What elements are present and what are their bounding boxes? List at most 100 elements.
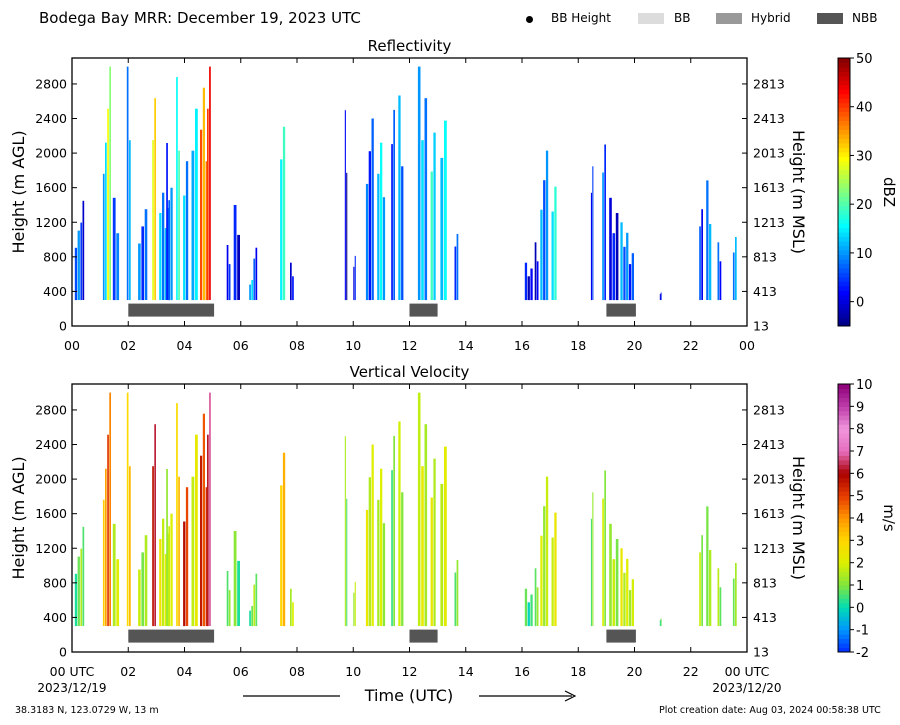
colorbar-segment [838,437,850,443]
colorbar-segment [838,643,850,649]
colorbar-segment [838,290,850,296]
colorbar-segment [838,598,850,604]
y-tick-label-right: 2413 [753,111,785,126]
echo-streak [430,497,433,627]
y-tick-label: 800 [43,249,67,264]
colorbar-segment [838,491,850,497]
echo-streak [732,578,735,626]
colorbar-segment [838,250,850,256]
colorbar-segment [838,500,850,506]
x-tick-label: 00 UTC [50,664,95,679]
colorbar-segment [838,459,850,465]
colorbar-tick-label: -2 [856,646,869,661]
y-tick-label: 0 [59,319,67,334]
echo-streak [109,66,111,300]
legend-label: NBB [852,11,878,25]
echo-streak [456,560,459,626]
colorbar-segment [838,142,850,148]
start-date-label: 2023/12/19 [37,681,106,695]
colorbar-segment [838,62,850,68]
colorbar-segment [838,245,850,251]
echo-streak [612,559,616,627]
echo-streak [185,161,189,300]
echo-streak [554,186,557,300]
y-tick-label-right: 413 [753,284,777,299]
echo-streak [620,222,623,301]
y-tick-label-right: 2813 [753,76,785,91]
bb-period-bar [409,303,438,317]
echo-streak [421,140,424,301]
echo-streak [107,434,109,627]
echo-streak [398,95,401,300]
echo-streak [592,492,594,626]
colorbar-segment [838,567,850,573]
echo-streak [346,172,348,301]
echo-streak [116,233,120,301]
echo-streak [626,558,629,627]
y-tick-label: 2000 [35,472,67,487]
colorbar-segment [838,451,850,456]
y-axis-label: Height (m AGL) [9,130,28,253]
colorbar-segment [838,415,850,421]
y-tick-label: 800 [43,575,67,590]
colorbar-segment [838,133,850,139]
echo-streak [602,498,604,627]
echo-streak [166,469,168,626]
echo-streak [200,129,203,301]
echo-streak [102,499,105,626]
colorbar-segment [838,75,850,81]
echo-streak [628,590,632,627]
echo-streak [424,424,428,627]
echo-streak [82,200,85,300]
colorbar-segment [838,616,850,622]
colorbar-tick-label: 7 [856,445,864,460]
echo-streak [74,247,78,301]
y-tick-label: 2800 [35,76,67,91]
echo-streak [417,66,421,300]
echo-streak [706,506,709,626]
legend-label: Hybrid [751,11,791,25]
echo-streak [660,618,662,627]
colorbar-segment [838,410,850,416]
colorbar-segment [838,312,850,318]
echo-streak [527,276,530,301]
echo-streak [154,424,156,627]
colorbar-segment [838,192,850,197]
y-tick-label-right: 13 [753,319,769,334]
colorbar-segment [838,209,850,215]
echo-streak [166,143,168,300]
colorbar-tick-label: 6 [856,467,864,482]
plot-frame [71,57,748,327]
x-tick-label: 00 [739,338,755,353]
colorbar-segment [838,406,850,412]
echo-streak [623,572,626,627]
x-tick-label: 16 [514,664,530,679]
echo-streak [290,588,292,627]
echo-streak [253,584,256,627]
echo-streak [590,518,592,627]
x-tick-label: 04 [177,664,193,679]
echo-group [74,66,737,301]
y-tick-label: 2400 [35,111,67,126]
echo-streak [200,455,203,627]
echo-streak [237,234,240,300]
echo-streak [660,292,662,301]
echo-streak [207,434,209,627]
y-tick-label: 1600 [35,506,67,521]
x-tick-label: 18 [570,664,586,679]
colorbar-segment [838,116,850,122]
colorbar-segment [838,401,850,407]
echo-streak [391,144,393,301]
echo-streak [380,468,383,626]
colorbar-label: dBZ [880,177,898,207]
colorbar-segment [838,93,850,99]
colorbar-segment [838,98,850,104]
colorbar-segment [838,638,850,644]
echo-streak [551,537,554,626]
echo-streak [162,192,165,300]
colorbar-segment [838,187,850,193]
colorbar-segment [838,205,850,211]
colorbar-frame [837,57,851,327]
echo-streak [609,197,612,301]
echo-streak [628,264,632,301]
